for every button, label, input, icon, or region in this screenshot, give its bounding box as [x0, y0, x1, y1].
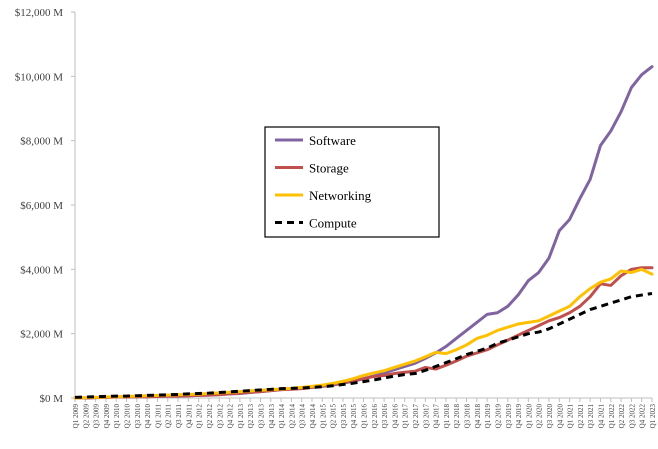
x-tick-label: Q4 2022 [639, 404, 647, 429]
x-tick-label: Q3 2018 [464, 404, 472, 429]
x-tick-label: Q4 2010 [144, 404, 152, 429]
x-tick-label: Q1 2016 [361, 404, 369, 429]
y-tick-label: $4,000 M [20, 264, 63, 276]
x-tick-label: Q3 2019 [505, 404, 513, 429]
x-tick-label: Q1 2017 [402, 404, 410, 429]
x-tick-label: Q3 2021 [587, 404, 595, 429]
y-tick-label: $2,000 M [20, 329, 63, 341]
x-tick-label: Q1 2021 [567, 404, 575, 429]
x-tick-label: Q1 2015 [319, 404, 327, 429]
y-tick-label: $6,000 M [20, 200, 63, 212]
legend-label-storage: Storage [309, 161, 349, 176]
x-tick-label: Q4 2019 [515, 404, 523, 429]
x-tick-label: Q1 2018 [443, 404, 451, 429]
x-tick-label: Q4 2009 [103, 404, 111, 429]
x-tick-label: Q4 2018 [474, 404, 482, 429]
legend-label-compute: Compute [309, 216, 357, 231]
x-tick-label: Q4 2020 [556, 404, 564, 429]
x-tick-label: Q2 2016 [371, 404, 379, 429]
chart-container: $0 M $2,000 M $4,000 M $6,000 M $8,000 M $10,… [0, 0, 658, 444]
x-tick-label: Q3 2015 [340, 404, 348, 429]
y-tick-label: $10,000 M [15, 71, 64, 83]
x-tick-label: Q2 2017 [412, 404, 420, 429]
x-tick-label: Q1 2011 [154, 404, 162, 429]
x-tick-label: Q2 2010 [124, 404, 132, 429]
x-tick-label: Q4 2015 [350, 404, 358, 429]
x-tick-label: Q4 2013 [268, 404, 276, 429]
x-tick-label: Q4 2021 [597, 404, 605, 429]
x-tick-label: Q3 2022 [628, 404, 636, 429]
y-tick-label: $12,000 M [15, 7, 64, 19]
x-tick-label: Q2 2012 [206, 404, 214, 429]
x-tick-label: Q4 2016 [391, 404, 399, 429]
x-tick-label: Q3 2010 [134, 404, 142, 429]
x-tick-label: Q2 2019 [494, 404, 502, 429]
legend-label-networking: Networking [309, 188, 372, 203]
x-tick-label: Q3 2013 [257, 404, 265, 429]
x-tick-label: Q1 2020 [525, 404, 533, 429]
x-tick-label: Q2 2013 [247, 404, 255, 429]
x-tick-label: Q3 2011 [175, 404, 183, 429]
x-tick-label: Q1 2023 [649, 404, 657, 429]
x-tick-label: Q3 2017 [422, 404, 430, 429]
x-tick-label: Q1 2014 [278, 404, 286, 429]
x-tick-label: Q2 2021 [577, 404, 585, 429]
x-tick-label: Q2 2022 [618, 404, 626, 429]
x-tick-label: Q2 2009 [82, 404, 90, 429]
y-tick-label: $8,000 M [20, 136, 63, 148]
x-tick-label: Q3 2014 [299, 404, 307, 429]
x-tick-label: Q2 2014 [288, 404, 296, 429]
x-tick-label: Q4 2012 [227, 404, 235, 429]
x-tick-label: Q3 2009 [93, 404, 101, 429]
x-tick-label: Q1 2013 [237, 404, 245, 429]
x-tick-label: Q2 2020 [536, 404, 544, 429]
x-tick-label: Q1 2022 [608, 404, 616, 429]
x-tick-label: Q4 2014 [309, 404, 317, 429]
x-tick-label: Q2 2011 [165, 404, 173, 429]
legend-label-software: Software [309, 133, 356, 148]
y-tick-label: $0 M [39, 393, 63, 405]
x-tick-label: Q1 2010 [113, 404, 121, 429]
legend: Software Storage Networking Compute [265, 127, 439, 237]
x-tick-label: Q1 2012 [196, 404, 204, 429]
x-tick-label: Q3 2016 [381, 404, 389, 429]
x-tick-label: Q2 2018 [453, 404, 461, 429]
line-chart: $0 M $2,000 M $4,000 M $6,000 M $8,000 M $10,… [0, 0, 658, 444]
x-tick-label: Q3 2020 [546, 404, 554, 429]
x-tick-label: Q2 2015 [330, 404, 338, 429]
x-tick-label: Q4 2017 [433, 404, 441, 429]
x-tick-label: Q3 2012 [216, 404, 224, 429]
x-tick-label: Q4 2011 [185, 404, 193, 429]
x-tick-label: Q1 2009 [72, 404, 80, 429]
x-tick-label: Q1 2019 [484, 404, 492, 429]
